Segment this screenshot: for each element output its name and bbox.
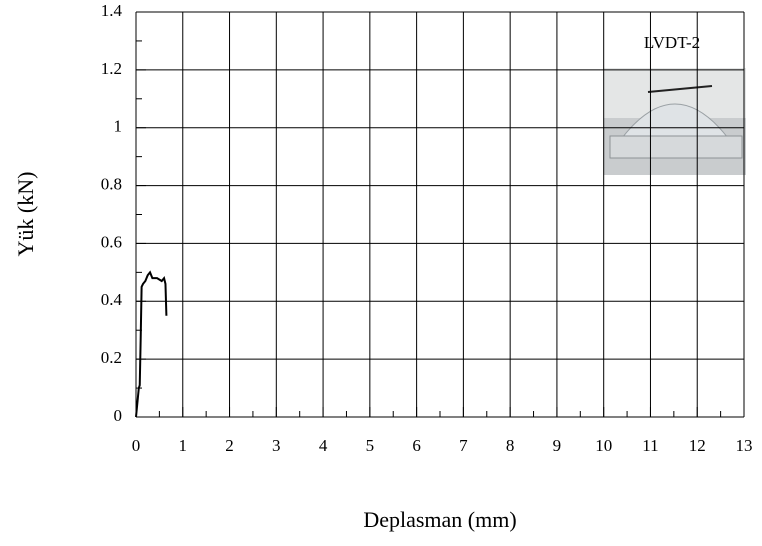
x-tick-label: 3 [272,436,281,455]
x-tick-label: 6 [412,436,421,455]
x-tick-label: 11 [642,436,658,455]
x-tick-label: 4 [319,436,328,455]
y-tick-label: 1.4 [101,1,123,20]
inset-photo [604,68,746,175]
data-line [135,270,168,418]
y-tick-label: 0.4 [101,290,123,309]
annotation: LVDT-2 [644,33,700,52]
y-tick-label: 0 [114,406,123,425]
x-tick-label: 7 [459,436,468,455]
y-tick-label: 1.2 [101,59,122,78]
y-tick-label: 0.8 [101,174,122,193]
x-tick-label: 0 [132,436,141,455]
x-tick-label: 12 [689,436,706,455]
x-tick-label: 8 [506,436,515,455]
y-axis-label: Yük (kN) [13,172,38,257]
y-tick-label: 1 [114,117,123,136]
x-tick-label: 13 [736,436,753,455]
x-tick-label: 10 [595,436,612,455]
y-tick-label: 0.2 [101,348,122,367]
x-tick-label: 9 [553,436,562,455]
x-tick-label: 2 [225,436,234,455]
x-tick-label: 1 [179,436,188,455]
x-tick-label: 5 [366,436,375,455]
y-tick-label: 0.6 [101,232,122,251]
x-axis-label: Deplasman (mm) [363,507,516,532]
